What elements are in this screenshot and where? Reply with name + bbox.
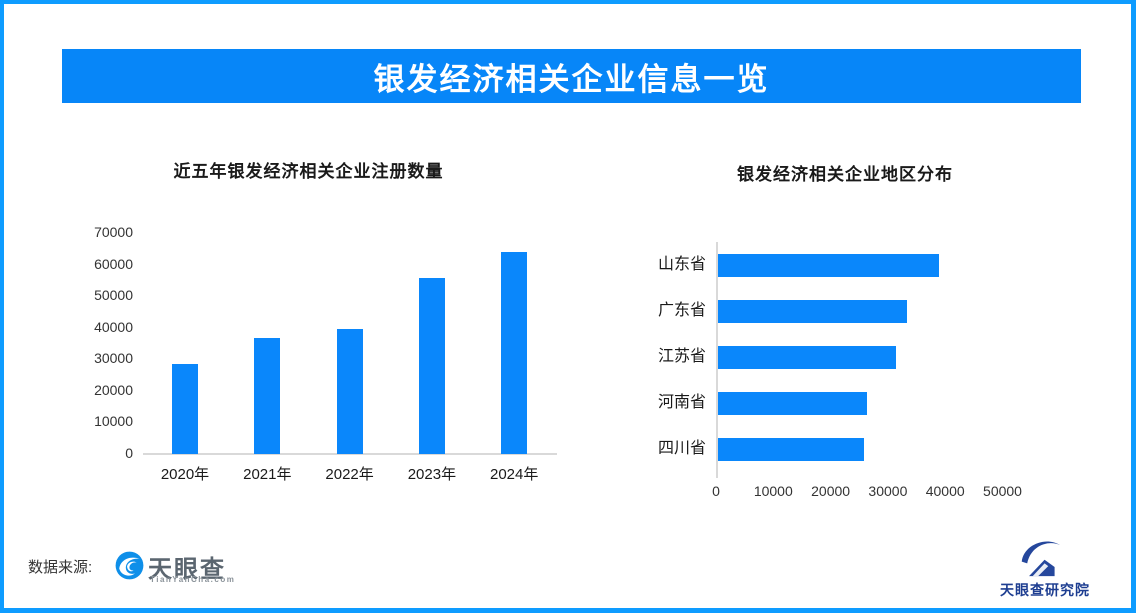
y-tick-50000: 50000	[94, 287, 133, 304]
y-tick-70000: 70000	[94, 224, 133, 240]
y-tick-60000: 60000	[94, 255, 133, 272]
row-label-四川省: 四川省	[657, 440, 706, 457]
tianyancha-wordmark: 天眼查	[148, 556, 226, 583]
tianyancha-domain: TianYanCha.com	[150, 575, 236, 584]
row-label-河南省: 河南省	[657, 394, 706, 411]
reg-bar-2022年	[336, 328, 363, 454]
x-label-2022年: 2022年	[325, 466, 374, 483]
x-tick-10000: 10000	[753, 483, 793, 499]
institute-wordmark: 天眼查研究院	[1000, 582, 1090, 598]
region-bar-四川省	[718, 437, 865, 461]
x-tick-30000: 30000	[868, 483, 908, 499]
x-label-2024年: 2024年	[490, 466, 539, 483]
tianyancha-institute-logo-icon	[1018, 536, 1062, 578]
tianyancha-logo-icon	[115, 551, 144, 580]
y-tick-40000: 40000	[94, 318, 133, 335]
region-bar-江苏省	[718, 345, 896, 369]
y-axis-line	[716, 242, 718, 478]
x-label-2020年: 2020年	[160, 466, 210, 483]
data-source-label: 数据来源:	[28, 559, 93, 576]
row-label-山东省: 山东省	[657, 256, 706, 273]
row-label-江苏省: 江苏省	[657, 348, 706, 365]
region-bar-山东省	[718, 253, 939, 277]
x-tick-40000: 40000	[925, 483, 965, 499]
reg-bar-2024年	[501, 252, 528, 454]
x-tick-0: 0	[712, 483, 720, 499]
region-bar-河南省	[718, 391, 867, 415]
x-tick-20000: 20000	[811, 483, 851, 499]
y-tick-30000: 30000	[94, 350, 133, 367]
reg-bar-2023年	[418, 278, 445, 454]
page-title-bar: 银发经济相关企业信息一览	[62, 49, 1081, 103]
page-title: 银发经济相关企业信息一览	[373, 61, 770, 97]
y-tick-10000: 10000	[94, 413, 133, 430]
left-chart-title: 近五年银发经济相关企业注册数量	[173, 162, 444, 181]
y-tick-0: 0	[125, 445, 133, 461]
right-chart-title: 银发经济相关企业地区分布	[737, 165, 953, 184]
x-axis-line	[143, 453, 557, 455]
row-label-广东省: 广东省	[657, 302, 706, 319]
x-label-2023年: 2023年	[407, 466, 457, 483]
y-tick-20000: 20000	[94, 381, 133, 398]
reg-bar-2021年	[254, 338, 281, 454]
x-label-2021年: 2021年	[243, 466, 292, 483]
region-bar-广东省	[718, 299, 908, 323]
reg-bar-2020年	[172, 363, 198, 454]
x-tick-50000: 50000	[983, 483, 1022, 499]
